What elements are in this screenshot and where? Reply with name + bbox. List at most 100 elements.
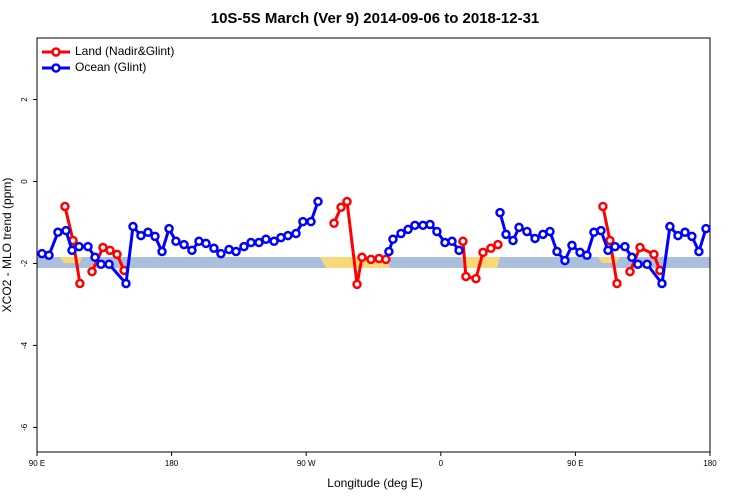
data-point <box>112 249 122 260</box>
data-point <box>381 254 391 265</box>
data-point <box>336 202 346 213</box>
data-point <box>514 222 524 233</box>
data-point <box>105 245 115 256</box>
x-tick-label: 180 <box>165 459 179 468</box>
x-tick-label: 90 E <box>567 459 583 468</box>
data-point <box>603 245 613 256</box>
data-point <box>495 207 505 218</box>
data-point <box>384 246 394 257</box>
data-point <box>246 237 256 248</box>
data-point <box>625 266 635 277</box>
legend-marker <box>51 47 61 57</box>
data-point <box>201 238 211 249</box>
data-point <box>231 246 241 257</box>
data-point <box>642 259 652 270</box>
data-point <box>635 242 645 253</box>
data-point <box>432 226 442 237</box>
data-point <box>366 254 376 265</box>
data-point <box>254 237 264 248</box>
y-tick-label: -6 <box>20 423 29 431</box>
data-point <box>471 273 481 284</box>
y-tick-label: 0 <box>20 179 29 184</box>
data-point <box>306 216 316 227</box>
data-point <box>610 241 620 252</box>
data-point <box>410 220 420 231</box>
data-point <box>329 218 339 229</box>
data-point <box>673 230 683 241</box>
data-point <box>596 225 606 236</box>
data-point <box>447 236 457 247</box>
legend-label: Ocean (Glint) <box>75 60 146 74</box>
data-point <box>179 239 189 250</box>
data-point <box>388 234 398 245</box>
data-point <box>143 227 153 238</box>
data-point <box>75 278 85 289</box>
data-point <box>342 196 352 207</box>
data-point <box>67 245 77 256</box>
data-point <box>458 236 468 247</box>
data-point <box>61 225 71 236</box>
chart-title: 10S-5S March (Ver 9) 2014-09-06 to 2018-… <box>211 10 540 27</box>
y-tick-label: 2 <box>20 97 29 102</box>
data-point <box>582 250 592 260</box>
data-point <box>665 221 675 232</box>
data-point <box>508 235 518 246</box>
y-tick-label: -2 <box>20 259 29 267</box>
data-point <box>60 201 70 212</box>
data-point <box>104 259 114 270</box>
x-tick-label: 90 E <box>29 459 45 468</box>
data-point <box>701 223 711 234</box>
data-point <box>493 239 503 250</box>
data-point <box>633 259 643 270</box>
data-point <box>545 226 555 237</box>
data-point <box>598 201 608 212</box>
data-point <box>649 249 659 260</box>
legend-label: Land (Nadir&Glint) <box>75 44 174 58</box>
data-point <box>620 241 630 252</box>
y-tick-label: -4 <box>20 341 29 349</box>
data-point <box>313 196 323 207</box>
data-point <box>461 271 471 282</box>
data-point <box>478 247 488 258</box>
data-point <box>501 229 511 240</box>
data-point <box>121 278 131 289</box>
data-point <box>261 234 271 245</box>
data-point <box>164 223 174 234</box>
data-point <box>403 224 413 235</box>
data-point <box>567 240 577 251</box>
data-point <box>657 278 667 289</box>
data-point <box>136 230 146 241</box>
data-point <box>298 216 308 227</box>
data-point <box>687 231 697 242</box>
data-point <box>53 227 63 238</box>
data-point <box>454 245 464 256</box>
data-point <box>680 227 690 238</box>
data-point <box>269 236 279 247</box>
data-point <box>44 250 54 260</box>
data-point <box>560 255 570 266</box>
data-point <box>239 241 249 252</box>
data-point <box>187 245 197 256</box>
data-point <box>530 233 540 244</box>
data-point <box>627 252 637 263</box>
data-point <box>486 243 496 254</box>
data-point <box>357 252 367 263</box>
x-tick-label: 180 <box>703 459 717 468</box>
data-point <box>128 221 138 232</box>
data-point <box>171 236 181 247</box>
data-point <box>283 230 293 241</box>
data-point <box>425 219 435 230</box>
data-point <box>74 241 84 252</box>
data-point <box>352 279 362 290</box>
x-tick-label: 90 W <box>297 459 316 468</box>
legend-marker <box>51 63 61 73</box>
x-tick-label: 0 <box>439 459 444 468</box>
data-point <box>605 235 615 246</box>
data-point <box>291 228 301 239</box>
data-point <box>552 246 562 257</box>
data-point <box>90 252 100 263</box>
x-axis-label: Longitude (deg E) <box>327 476 422 490</box>
series-line <box>41 201 708 288</box>
